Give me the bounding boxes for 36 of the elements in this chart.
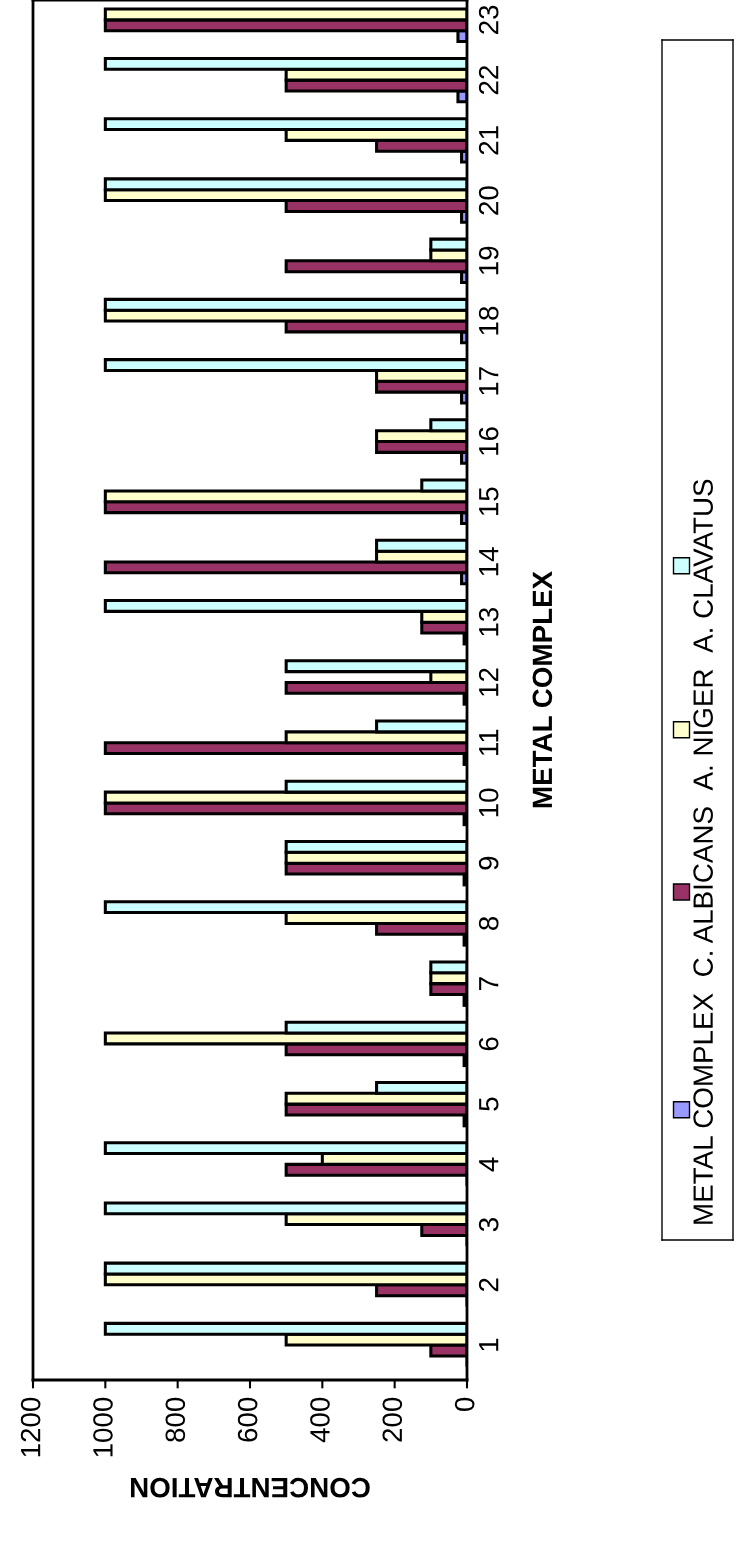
x-tick-label: 400 xyxy=(310,1397,330,1443)
y-axis-title: METAL COMPLEX xyxy=(532,571,553,808)
y-tick-label: 3 xyxy=(478,1218,499,1232)
y-tick-label: 23 xyxy=(478,5,499,34)
y-tick-label: 16 xyxy=(478,427,499,455)
y-tick-label: 9 xyxy=(478,856,499,870)
legend-label: A. CLAVATUS xyxy=(693,479,713,653)
x-tick-label: 1000 xyxy=(93,1397,113,1457)
y-tick-label: 20 xyxy=(478,186,499,215)
y-tick-label: 1 xyxy=(479,1338,499,1351)
y-tick-label: 22 xyxy=(478,66,499,95)
legend-label: C. ALBICANS xyxy=(693,807,713,976)
y-tick-label: 11 xyxy=(479,729,499,756)
x-axis-title: CONCENTRATION xyxy=(130,1477,370,1498)
x-tick-label: 600 xyxy=(237,1397,258,1442)
y-tick-label: 14 xyxy=(479,547,499,576)
legend-label: A. NIGER xyxy=(693,669,713,791)
x-tick-label: 800 xyxy=(165,1397,186,1442)
y-tick-label: 12 xyxy=(478,668,499,696)
x-tick-label: 200 xyxy=(382,1397,403,1442)
y-tick-label: 15 xyxy=(479,487,499,516)
y-tick-label: 10 xyxy=(478,788,499,817)
y-tick-label: 19 xyxy=(478,246,499,275)
y-tick-label: 6 xyxy=(478,1037,499,1051)
y-tick-label: 17 xyxy=(479,367,499,395)
y-tick-label: 2 xyxy=(478,1278,499,1292)
y-tick-label: 7 xyxy=(479,977,499,990)
y-tick-label: 21 xyxy=(478,126,499,155)
x-tick-label: 0 xyxy=(454,1397,475,1412)
x-tick-label: 1200 xyxy=(20,1397,41,1457)
y-tick-label: 18 xyxy=(478,306,499,335)
legend-label: METAL COMPLEX xyxy=(693,993,713,1224)
y-tick-label: 4 xyxy=(479,1157,499,1172)
y-tick-label: 8 xyxy=(478,916,499,930)
y-tick-label: 5 xyxy=(479,1097,499,1111)
y-tick-label: 13 xyxy=(478,608,499,636)
